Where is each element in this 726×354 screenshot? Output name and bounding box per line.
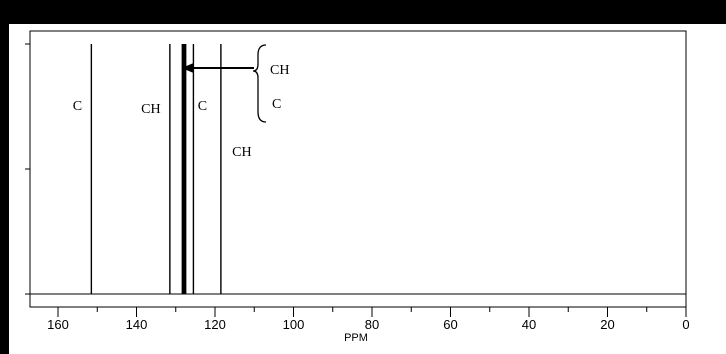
axis-ticks — [25, 43, 687, 317]
spectrum-peaks: C CH C CH — [73, 44, 252, 294]
x-tick-label: 20 — [600, 317, 614, 332]
curly-brace — [252, 44, 267, 123]
x-tick-label: 0 — [682, 317, 689, 332]
peak-label: C — [198, 99, 207, 114]
left-black-bar — [0, 0, 9, 354]
x-axis-title: PPM — [344, 332, 368, 344]
x-tick-label: 140 — [126, 317, 148, 332]
x-tick-label: 160 — [47, 317, 69, 332]
peak-label: CH — [232, 145, 251, 160]
frame-border — [29, 30, 687, 308]
top-black-bar — [0, 0, 726, 24]
x-tick-label: 80 — [365, 317, 379, 332]
x-tick-label: 40 — [522, 317, 536, 332]
x-tick-label: 60 — [443, 317, 457, 332]
peak-label: CH — [141, 102, 160, 117]
plot-frame — [29, 30, 687, 308]
x-tick-label: 120 — [204, 317, 226, 332]
annotation-label: CH — [270, 63, 289, 78]
annotation-label: C — [272, 97, 281, 112]
arrow-head — [181, 63, 194, 73]
multiplicity-annotation: CH C — [181, 44, 289, 123]
x-tick-label: 100 — [283, 317, 305, 332]
axis-tick-labels: 160 140 120 100 80 60 40 20 0 — [47, 317, 689, 332]
peak-label: C — [73, 99, 82, 114]
